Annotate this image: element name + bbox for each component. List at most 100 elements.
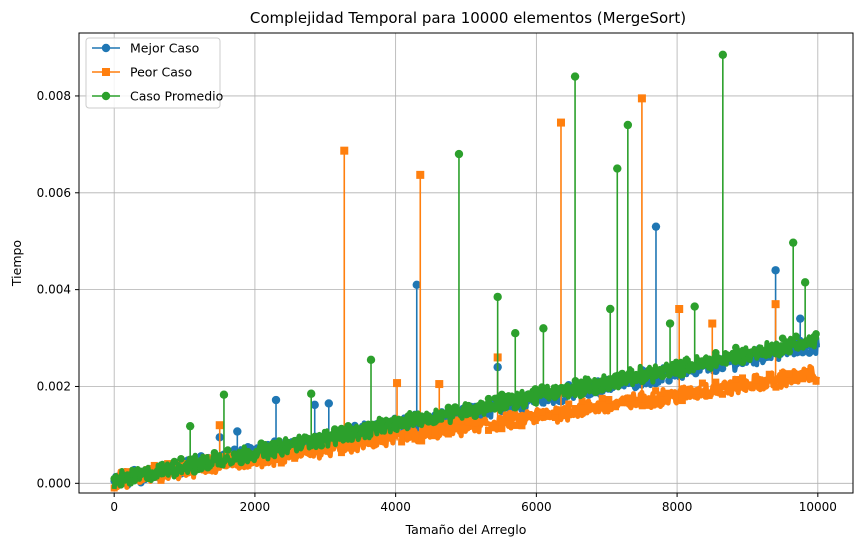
y-tick-label: 0.006 [37, 186, 71, 200]
spike-point [623, 120, 633, 130]
spike-point [708, 319, 717, 328]
data-point [210, 448, 219, 457]
y-tick-label: 0.002 [37, 379, 71, 393]
data-point [237, 458, 245, 467]
data-point [765, 370, 773, 378]
data-point [471, 419, 479, 427]
spike-point [340, 146, 349, 155]
data-point [357, 429, 366, 438]
spike-point [539, 324, 548, 333]
spike-point [613, 164, 622, 173]
data-point [685, 363, 693, 371]
y-axis-label: Tiempo [9, 240, 24, 287]
data-point [485, 426, 493, 434]
data-point [638, 377, 647, 386]
series-peor-caso [110, 94, 820, 492]
spike-point [665, 319, 675, 328]
data-point [377, 417, 386, 425]
x-tick-label: 2000 [240, 500, 271, 514]
data-point [738, 358, 747, 366]
data-point [271, 456, 279, 464]
x-tick-label: 0 [110, 500, 118, 514]
data-point [478, 400, 486, 409]
data-point [230, 450, 239, 458]
data-point [130, 476, 139, 485]
data-point [250, 452, 259, 461]
data-point [484, 394, 493, 403]
data-point [177, 454, 185, 463]
data-point [605, 396, 613, 404]
spike-point [511, 329, 520, 338]
data-point [685, 391, 693, 399]
data-point [678, 370, 687, 379]
data-point [491, 424, 499, 432]
series-group [110, 50, 820, 492]
data-point [571, 405, 579, 413]
y-tick-label: 0.000 [37, 476, 71, 490]
data-point [424, 427, 432, 435]
data-point [277, 447, 286, 455]
data-point [651, 368, 660, 377]
data-point [545, 412, 553, 420]
plot-area [78, 32, 854, 494]
data-point [598, 386, 606, 394]
data-point [591, 388, 600, 397]
data-point [712, 378, 720, 386]
spike-point [307, 389, 316, 398]
spike-point [800, 278, 810, 287]
data-point [264, 446, 272, 454]
data-point [504, 392, 513, 400]
data-point [799, 375, 807, 383]
data-point [698, 361, 707, 370]
x-tick-label: 8000 [662, 500, 693, 514]
data-point [511, 403, 520, 412]
spike-point [796, 314, 805, 323]
data-point [632, 400, 640, 408]
data-point [732, 343, 740, 352]
data-point [578, 390, 586, 399]
data-point [698, 379, 706, 387]
data-point [351, 443, 359, 451]
data-point [652, 387, 660, 395]
data-point [257, 439, 266, 447]
data-point [812, 377, 820, 385]
legend-item: Peor Caso [92, 65, 192, 80]
data-point [645, 369, 653, 377]
axis-ticks: 0 2000 4000 6000 8000 10000 0.000 0.002 0.004 0.0… [37, 89, 837, 514]
axes-frame [78, 32, 854, 494]
data-point [411, 435, 419, 443]
data-point [564, 390, 573, 399]
data-point [658, 372, 667, 381]
data-point [805, 349, 814, 357]
data-point [444, 403, 453, 412]
data-point [578, 397, 586, 405]
data-point [391, 431, 399, 439]
data-point [665, 371, 673, 379]
data-point [418, 437, 426, 445]
data-point [438, 419, 446, 427]
data-point [417, 412, 426, 420]
data-point [364, 437, 372, 445]
series-caso-promedio [110, 50, 820, 490]
data-point [671, 369, 680, 377]
spike-point [271, 395, 281, 405]
data-point [785, 370, 793, 378]
data-point [805, 336, 814, 345]
data-point [538, 383, 546, 391]
data-point [431, 432, 439, 440]
data-point [157, 462, 165, 471]
data-point [344, 440, 352, 448]
spike-point [219, 390, 229, 399]
data-point [772, 349, 780, 358]
spike-point [393, 379, 402, 388]
x-tick-label: 6000 [521, 500, 552, 514]
data-point [270, 439, 279, 448]
y-tick-label: 0.004 [37, 283, 71, 297]
data-point [531, 416, 539, 424]
data-point [190, 467, 199, 476]
data-point [745, 353, 754, 361]
data-point [464, 401, 473, 410]
data-point [605, 384, 613, 393]
legend-marker [101, 91, 111, 101]
